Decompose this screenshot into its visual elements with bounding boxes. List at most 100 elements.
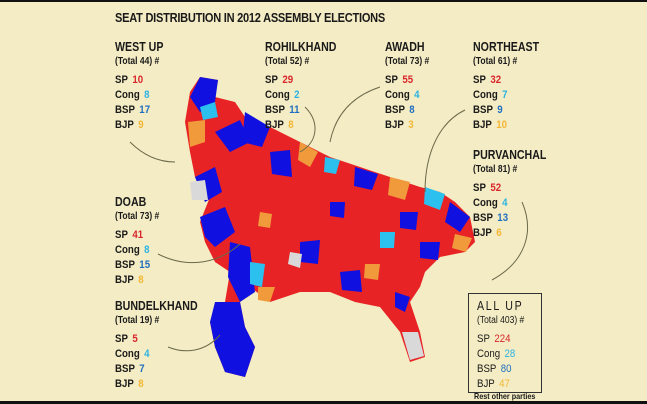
arrow-doab <box>157 243 241 264</box>
party-label: BJP <box>473 227 492 239</box>
region-name: BUNDELKHAND <box>115 299 198 313</box>
region-name: ALL UP <box>477 299 524 313</box>
region-total: (Total 81) # <box>473 164 518 175</box>
region-purvanchal: PURVANCHAL (Total 81) # SP 52 Cong 4 BSP 13 BJP… <box>473 148 559 241</box>
region-name: WEST UP <box>115 40 164 54</box>
seat-count: 3 <box>408 119 414 131</box>
region-west-up: WEST UP (Total 44) # SP 10 Cong 8 BSP 17 BJP 9 <box>115 40 172 133</box>
region-rohilkhand: ROHILKHAND (Total 52) # SP 29 Cong 2 BSP 11 BJP… <box>265 40 349 133</box>
seat-count: 7 <box>502 89 508 101</box>
seat-count: 10 <box>496 119 508 131</box>
seat-count: 4 <box>414 89 420 101</box>
seat-count: 10 <box>132 74 144 86</box>
seat-count: 29 <box>282 74 294 86</box>
party-label: Cong <box>265 89 290 101</box>
seat-count: 52 <box>490 182 502 194</box>
arrow-rohilkhand <box>299 106 316 153</box>
party-label: BJP <box>115 119 134 131</box>
seat-count: 2 <box>294 89 300 101</box>
party-label: BSP <box>115 104 135 116</box>
seat-count: 5 <box>132 333 138 345</box>
district-blobs <box>188 77 472 377</box>
seat-count: 224 <box>494 333 511 345</box>
seat-count: 4 <box>502 197 508 209</box>
seat-count: 17 <box>139 104 151 116</box>
arrow-northeast <box>424 109 466 193</box>
party-label: Cong <box>473 197 498 209</box>
party-label: BSP <box>265 104 285 116</box>
party-label: Cong <box>115 348 140 360</box>
region-name: DOAB <box>115 195 147 209</box>
seat-count: 28 <box>504 348 516 360</box>
party-label: BSP <box>115 259 135 271</box>
arrow-west-up <box>129 141 176 163</box>
region-northeast: NORTHEAST (Total 61) # SP 32 Cong 7 BSP 9 BJP 10 <box>473 40 551 133</box>
seat-count: 9 <box>497 104 503 116</box>
party-label: Cong <box>473 89 498 101</box>
party-label: BJP <box>115 378 134 390</box>
party-label: Cong <box>115 244 140 256</box>
seat-count: 80 <box>500 363 512 375</box>
party-label: SP <box>473 182 486 194</box>
region-total: (Total 61) # <box>473 56 518 67</box>
page-title: SEAT DISTRIBUTION IN 2012 ASSEMBLY ELECT… <box>115 10 385 25</box>
seat-count: 13 <box>497 212 509 224</box>
region-total: (Total 44) # <box>115 56 160 67</box>
party-label: Cong <box>115 89 140 101</box>
region-name: NORTHEAST <box>473 40 540 54</box>
seat-count: 4 <box>144 348 150 360</box>
region-bundelkhand: BUNDELKHAND (Total 19) # SP 5 Cong 4 BSP 7 BJP 8 <box>115 299 212 392</box>
party-label: BSP <box>385 104 405 116</box>
pointer-arrows <box>129 86 529 352</box>
party-label: SP <box>115 74 128 86</box>
arrow-bundelkhand <box>167 334 221 352</box>
party-label: BJP <box>115 274 134 286</box>
region-total: (Total 52) # <box>265 56 310 67</box>
region-name: PURVANCHAL <box>473 148 547 162</box>
region-total: (Total 19) # <box>115 315 160 326</box>
party-label: SP <box>115 333 128 345</box>
seat-count: 32 <box>490 74 502 86</box>
party-label: SP <box>477 333 490 345</box>
party-label: BSP <box>477 363 497 375</box>
region-doab: DOAB (Total 73) # SP 41 Cong 8 BSP 15 BJP 8 <box>115 195 167 288</box>
arrow-awadh <box>329 86 381 143</box>
party-label: BJP <box>265 119 284 131</box>
rest-note: Rest other parties <box>474 391 536 401</box>
party-label: SP <box>115 229 128 241</box>
arrow-purvanchal <box>491 201 529 281</box>
all-up-box: ALL UP (Total 403) # SP 224 Cong 28 BSP 80 … <box>468 293 542 393</box>
seat-count: 8 <box>144 89 150 101</box>
party-label: SP <box>385 74 398 86</box>
seat-count: 8 <box>288 119 294 131</box>
region-total: (Total 403) # <box>477 315 525 326</box>
seat-count: 8 <box>144 244 150 256</box>
region-name: AWADH <box>385 40 425 54</box>
party-label: SP <box>473 74 486 86</box>
region-awadh: AWADH (Total 73) # SP 55 Cong 4 BSP 8 BJP 3 <box>385 40 437 133</box>
seat-count: 8 <box>409 104 415 116</box>
party-label: BSP <box>473 212 493 224</box>
party-label: BSP <box>473 104 493 116</box>
seat-count: 47 <box>499 378 510 390</box>
seat-count: 11 <box>289 104 300 116</box>
seat-count: 8 <box>138 274 144 286</box>
party-label: Cong <box>477 348 501 360</box>
seat-count: 41 <box>132 229 144 241</box>
region-total: (Total 73) # <box>115 211 160 222</box>
seat-count: 55 <box>402 74 414 86</box>
seat-count: 7 <box>139 363 145 375</box>
seat-count: 9 <box>138 119 144 131</box>
seat-count: 8 <box>138 378 144 390</box>
party-label: BJP <box>385 119 404 131</box>
party-label: SP <box>265 74 278 86</box>
region-name: ROHILKHAND <box>265 40 337 54</box>
party-label: Cong <box>385 89 410 101</box>
party-label: BSP <box>115 363 135 375</box>
seat-count: 6 <box>496 227 502 239</box>
region-total: (Total 73) # <box>385 56 430 67</box>
seat-count: 15 <box>139 259 151 271</box>
party-label: BJP <box>477 378 495 390</box>
